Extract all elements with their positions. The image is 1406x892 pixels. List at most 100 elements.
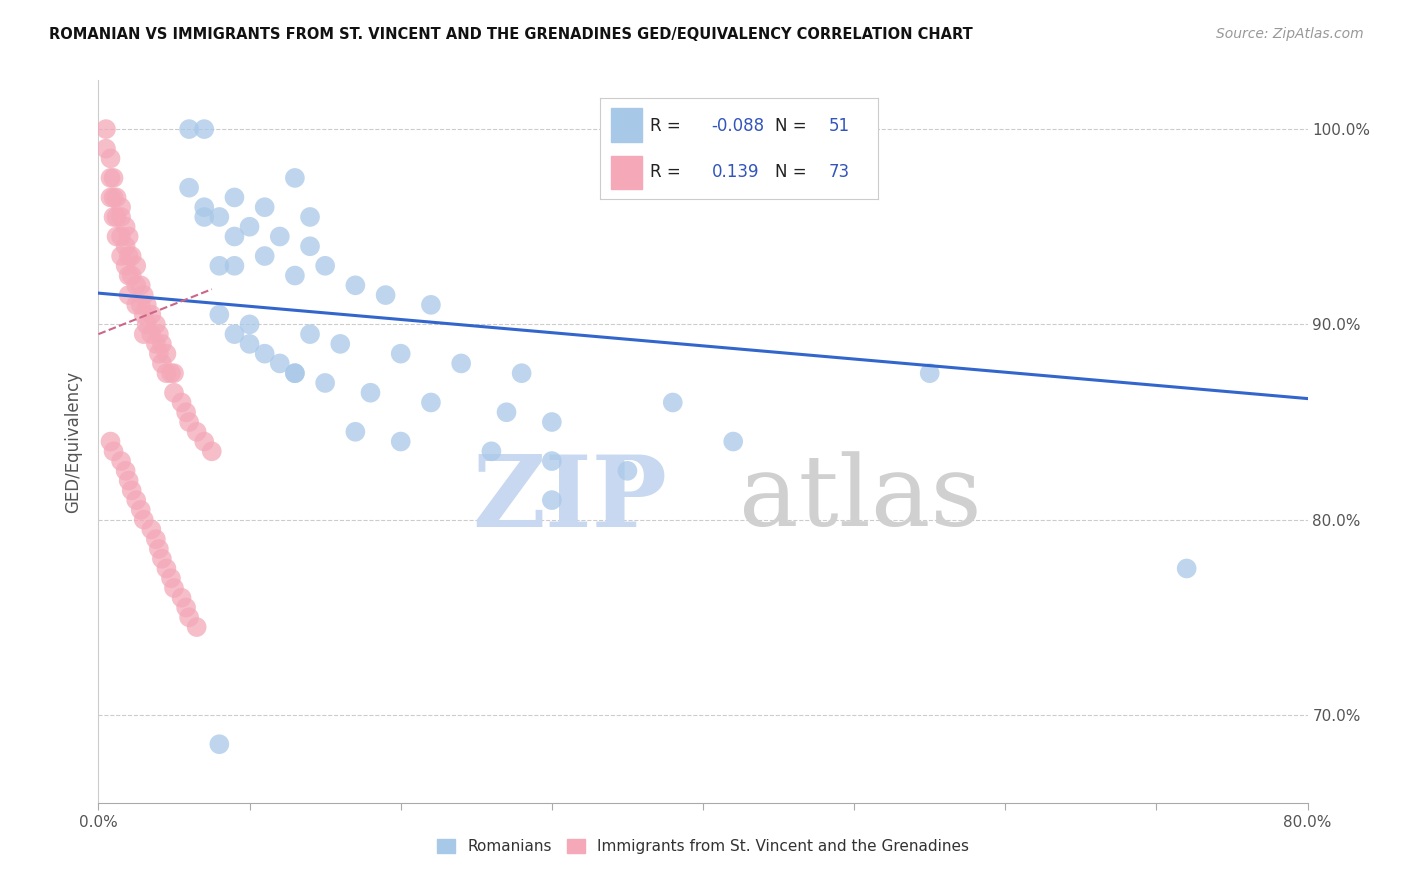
Point <box>723 434 745 449</box>
Point <box>495 405 517 419</box>
Point <box>163 581 186 595</box>
Point <box>193 122 215 136</box>
Point <box>110 229 132 244</box>
Point <box>100 170 122 185</box>
Point <box>103 190 125 204</box>
Point <box>100 190 122 204</box>
Point <box>118 229 141 244</box>
Point <box>125 278 148 293</box>
Point <box>103 170 125 185</box>
Point <box>239 318 262 332</box>
Point <box>148 541 170 556</box>
Point <box>314 259 336 273</box>
Text: atlas: atlas <box>740 451 981 547</box>
Point <box>121 483 143 498</box>
Point <box>129 298 152 312</box>
Point <box>314 376 336 390</box>
Point <box>141 523 163 537</box>
Point <box>110 249 132 263</box>
Point <box>160 571 183 585</box>
Point <box>118 268 141 283</box>
Point <box>224 229 246 244</box>
Point <box>360 385 382 400</box>
Point <box>125 259 148 273</box>
Point <box>186 425 208 439</box>
Point <box>344 425 367 439</box>
Point <box>132 308 155 322</box>
Point <box>150 337 173 351</box>
Point <box>179 415 201 429</box>
Point <box>661 395 683 409</box>
Point <box>329 337 352 351</box>
Point <box>129 503 152 517</box>
Point <box>299 239 322 253</box>
Text: Source: ZipAtlas.com: Source: ZipAtlas.com <box>1216 27 1364 41</box>
Point <box>94 142 117 156</box>
Point <box>163 385 186 400</box>
Point <box>110 210 132 224</box>
Point <box>148 346 170 360</box>
Point <box>118 288 141 302</box>
Point <box>114 239 136 253</box>
Point <box>132 327 155 342</box>
Point <box>100 434 122 449</box>
Point <box>94 122 117 136</box>
Point <box>186 620 208 634</box>
Point <box>420 298 443 312</box>
Point <box>179 610 201 624</box>
Point <box>155 561 177 575</box>
Point <box>150 551 173 566</box>
Point <box>208 308 231 322</box>
Point <box>150 356 173 370</box>
Point <box>129 278 152 293</box>
Point <box>253 346 276 360</box>
Point <box>141 327 163 342</box>
Point <box>135 318 157 332</box>
Point <box>208 259 231 273</box>
Point <box>224 327 246 342</box>
Point <box>105 190 128 204</box>
Point <box>148 327 170 342</box>
Point <box>103 444 125 458</box>
Point <box>125 493 148 508</box>
Point <box>121 249 143 263</box>
Point <box>110 454 132 468</box>
Point <box>201 444 224 458</box>
Point <box>284 366 307 380</box>
Point <box>299 327 322 342</box>
Point <box>193 210 215 224</box>
Point <box>155 366 177 380</box>
Point <box>616 464 638 478</box>
Text: ROMANIAN VS IMMIGRANTS FROM ST. VINCENT AND THE GRENADINES GED/EQUIVALENCY CORRE: ROMANIAN VS IMMIGRANTS FROM ST. VINCENT … <box>49 27 973 42</box>
Point <box>540 493 562 508</box>
Point <box>118 474 141 488</box>
Point <box>155 346 177 360</box>
Point <box>193 200 215 214</box>
Point <box>239 337 262 351</box>
Point <box>105 229 128 244</box>
Point <box>110 200 132 214</box>
Point <box>179 180 201 194</box>
Point <box>132 288 155 302</box>
Point <box>253 200 276 214</box>
Point <box>135 298 157 312</box>
Point <box>224 259 246 273</box>
Point <box>174 600 197 615</box>
Point <box>389 346 412 360</box>
Point <box>179 122 201 136</box>
Point <box>145 318 167 332</box>
Point <box>114 464 136 478</box>
Point <box>510 366 533 380</box>
Point <box>299 210 322 224</box>
Text: ZIP: ZIP <box>472 450 666 548</box>
Point <box>103 210 125 224</box>
Legend: Romanians, Immigrants from St. Vincent and the Grenadines: Romanians, Immigrants from St. Vincent a… <box>430 833 976 860</box>
Point <box>145 532 167 546</box>
Point <box>170 591 193 605</box>
Point <box>163 366 186 380</box>
Point <box>284 366 307 380</box>
Point <box>174 405 197 419</box>
Point <box>374 288 396 302</box>
Point <box>540 454 562 468</box>
Point <box>208 737 231 751</box>
